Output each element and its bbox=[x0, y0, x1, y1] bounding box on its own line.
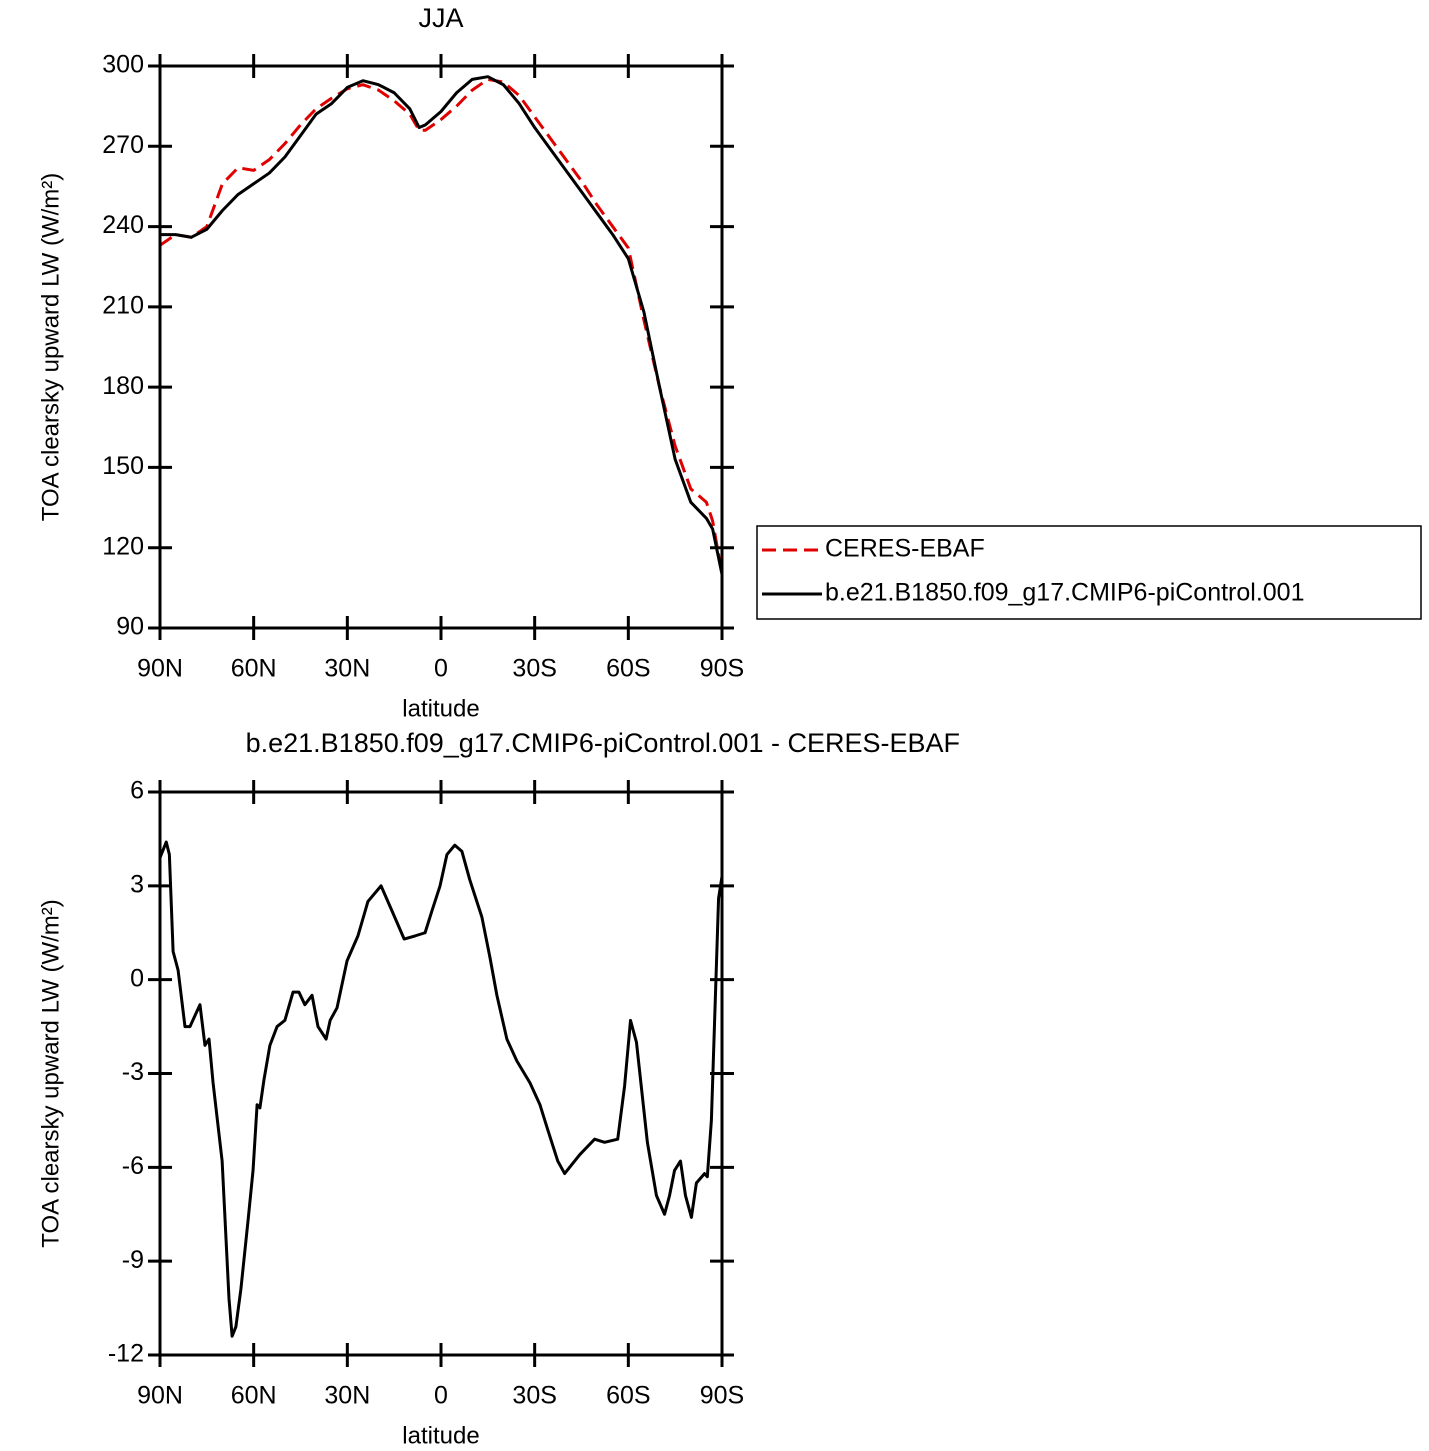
chart-title: b.e21.B1850.f09_g17.CMIP6-piControl.001 … bbox=[246, 728, 960, 758]
x-tick-label: 30N bbox=[324, 655, 370, 683]
x-tick-label: 60S bbox=[606, 655, 650, 683]
y-tick-label: 120 bbox=[102, 532, 144, 560]
x-tick-label: 60N bbox=[231, 1382, 277, 1410]
y-tick-label: 270 bbox=[102, 131, 144, 159]
x-tick-label: 30S bbox=[512, 655, 556, 683]
x-tick-label: 90N bbox=[137, 655, 183, 683]
y-tick-label: -3 bbox=[122, 1058, 144, 1086]
y-tick-label: 0 bbox=[130, 964, 144, 992]
y-tick-label: 240 bbox=[102, 211, 144, 239]
y-axis-label: TOA clearsky upward LW (W/m²) bbox=[37, 173, 64, 522]
x-tick-label: 0 bbox=[434, 1382, 448, 1410]
legend-box bbox=[756, 525, 1422, 620]
chart-title: JJA bbox=[418, 3, 463, 33]
data-line bbox=[160, 75, 724, 575]
data-line bbox=[158, 840, 724, 1338]
data-line bbox=[159, 77, 724, 575]
x-tick-label: 30S bbox=[512, 1382, 556, 1410]
x-tick-label: 60S bbox=[606, 1382, 650, 1410]
y-tick-label: -9 bbox=[122, 1246, 144, 1274]
y-tick-label: -12 bbox=[108, 1340, 144, 1368]
y-axis-label: TOA clearsky upward LW (W/m²) bbox=[37, 899, 64, 1248]
x-tick-label: 0 bbox=[434, 655, 448, 683]
x-axis-label: latitude bbox=[402, 1422, 479, 1449]
y-tick-label: 150 bbox=[102, 452, 144, 480]
x-tick-label: 60N bbox=[231, 655, 277, 683]
legend-label: b.e21.B1850.f09_g17.CMIP6-piControl.001 bbox=[825, 579, 1305, 607]
x-tick-label: 90S bbox=[700, 1382, 744, 1410]
x-tick-label: 90S bbox=[700, 655, 744, 683]
y-tick-label: 6 bbox=[130, 777, 144, 805]
y-tick-label: 210 bbox=[102, 291, 144, 319]
legend-label: CERES-EBAF bbox=[825, 535, 985, 563]
plot-frame bbox=[158, 64, 724, 630]
y-tick-label: 180 bbox=[102, 372, 144, 400]
x-axis-label: latitude bbox=[402, 695, 479, 722]
y-tick-label: 300 bbox=[102, 51, 144, 79]
x-tick-label: 30N bbox=[324, 1382, 370, 1410]
y-tick-label: 3 bbox=[130, 870, 144, 898]
y-tick-label: 90 bbox=[116, 613, 144, 641]
x-tick-label: 90N bbox=[137, 1382, 183, 1410]
y-tick-label: -6 bbox=[122, 1152, 144, 1180]
